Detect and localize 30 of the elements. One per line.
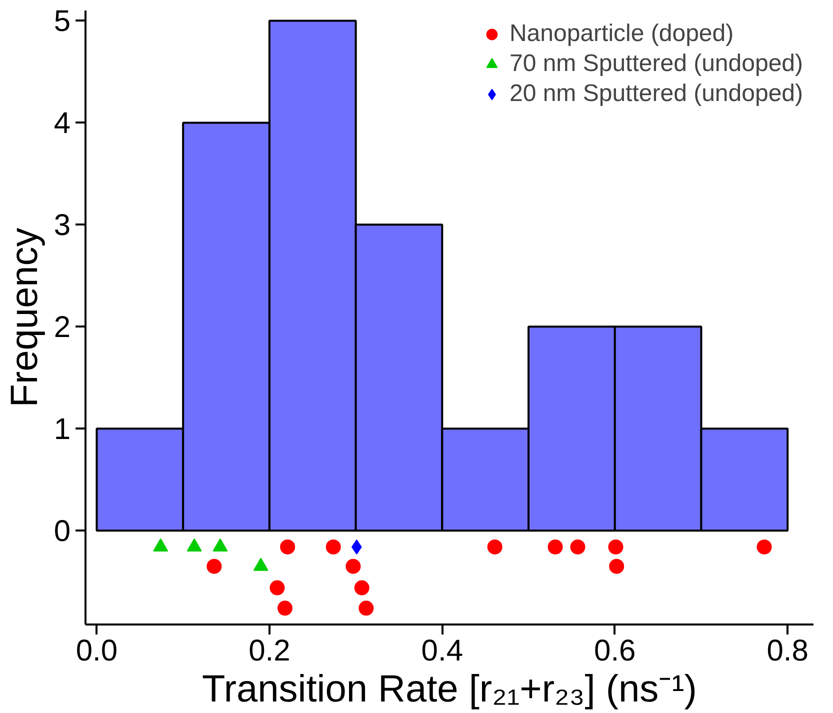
legend-label: 20 nm Sputtered (undoped) <box>509 80 803 108</box>
point <box>756 540 772 554</box>
point <box>280 540 296 554</box>
x-tick-label: 0.4 <box>421 634 464 668</box>
y-tick-label: 3 <box>54 209 71 242</box>
x-tick-label: 0.6 <box>594 634 636 668</box>
point <box>206 558 222 574</box>
point <box>270 580 285 596</box>
point <box>358 600 374 616</box>
y-tick-label: 4 <box>54 107 71 140</box>
legend-label: 70 nm Sputtered (undoped) <box>509 50 803 78</box>
point <box>487 540 502 554</box>
x-tick-label: 0.8 <box>766 634 808 668</box>
x-axis-title: Transition Rate [r₂₁+r₂₃] (ns⁻¹) <box>202 668 697 710</box>
point <box>277 600 292 616</box>
x-tick-label: 0.0 <box>76 634 118 668</box>
point <box>326 540 341 554</box>
y-axis-title: Frequency <box>4 228 46 408</box>
y-tick-label: 2 <box>54 311 71 344</box>
point <box>608 540 624 554</box>
point <box>354 580 370 596</box>
legend-label: Nanoparticle (doped) <box>509 20 734 48</box>
x-tick-label: 0.2 <box>248 634 290 668</box>
point <box>548 540 563 554</box>
y-tick-label: 0 <box>54 515 71 548</box>
point <box>346 558 361 574</box>
y-tick-label: 5 <box>54 5 71 38</box>
y-tick-label: 1 <box>54 413 71 446</box>
point <box>609 558 624 574</box>
point <box>570 540 586 554</box>
